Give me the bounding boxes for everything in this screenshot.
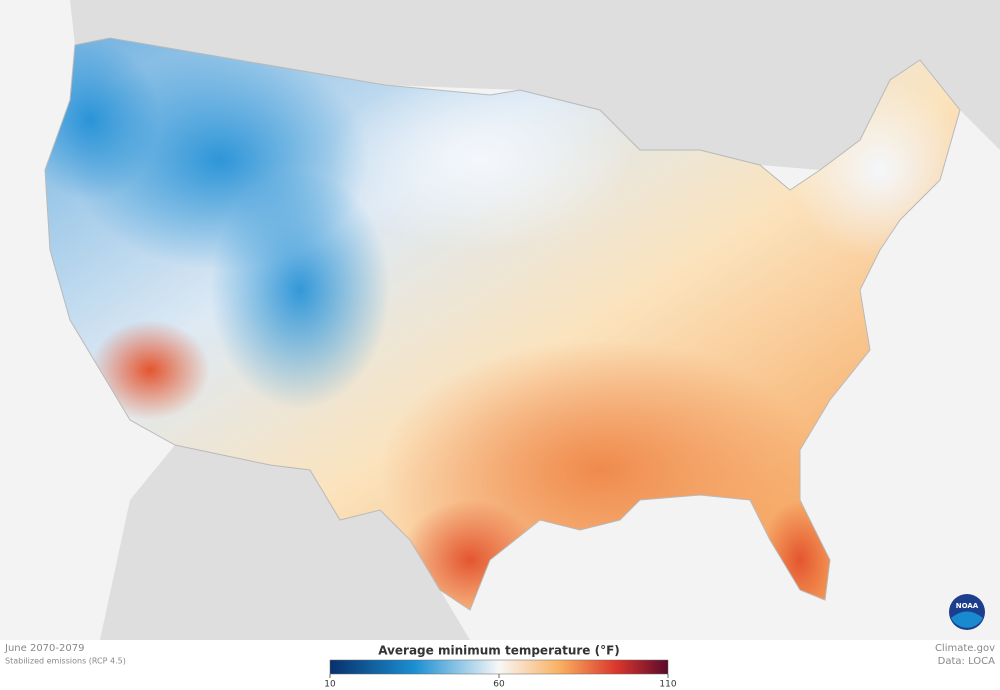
noaa-logo-wave <box>951 611 983 628</box>
logo-text: NOAA <box>956 602 979 610</box>
legend-title: Average minimum temperature (°F) <box>378 644 620 658</box>
period: June 2070-2079 <box>4 643 84 654</box>
mexico <box>100 445 470 640</box>
scenario: Stabilized emissions (RCP 4.5) <box>5 657 126 666</box>
color-bar <box>329 659 669 675</box>
legend-ticks: 10 60 110 <box>324 674 677 690</box>
tick-label: 60 <box>493 680 505 690</box>
tick-label: 110 <box>659 680 676 690</box>
site: Climate.gov <box>935 643 995 654</box>
tick-label: 10 <box>324 680 336 690</box>
canada <box>0 0 1000 170</box>
source: Data: LOCA <box>938 656 995 667</box>
